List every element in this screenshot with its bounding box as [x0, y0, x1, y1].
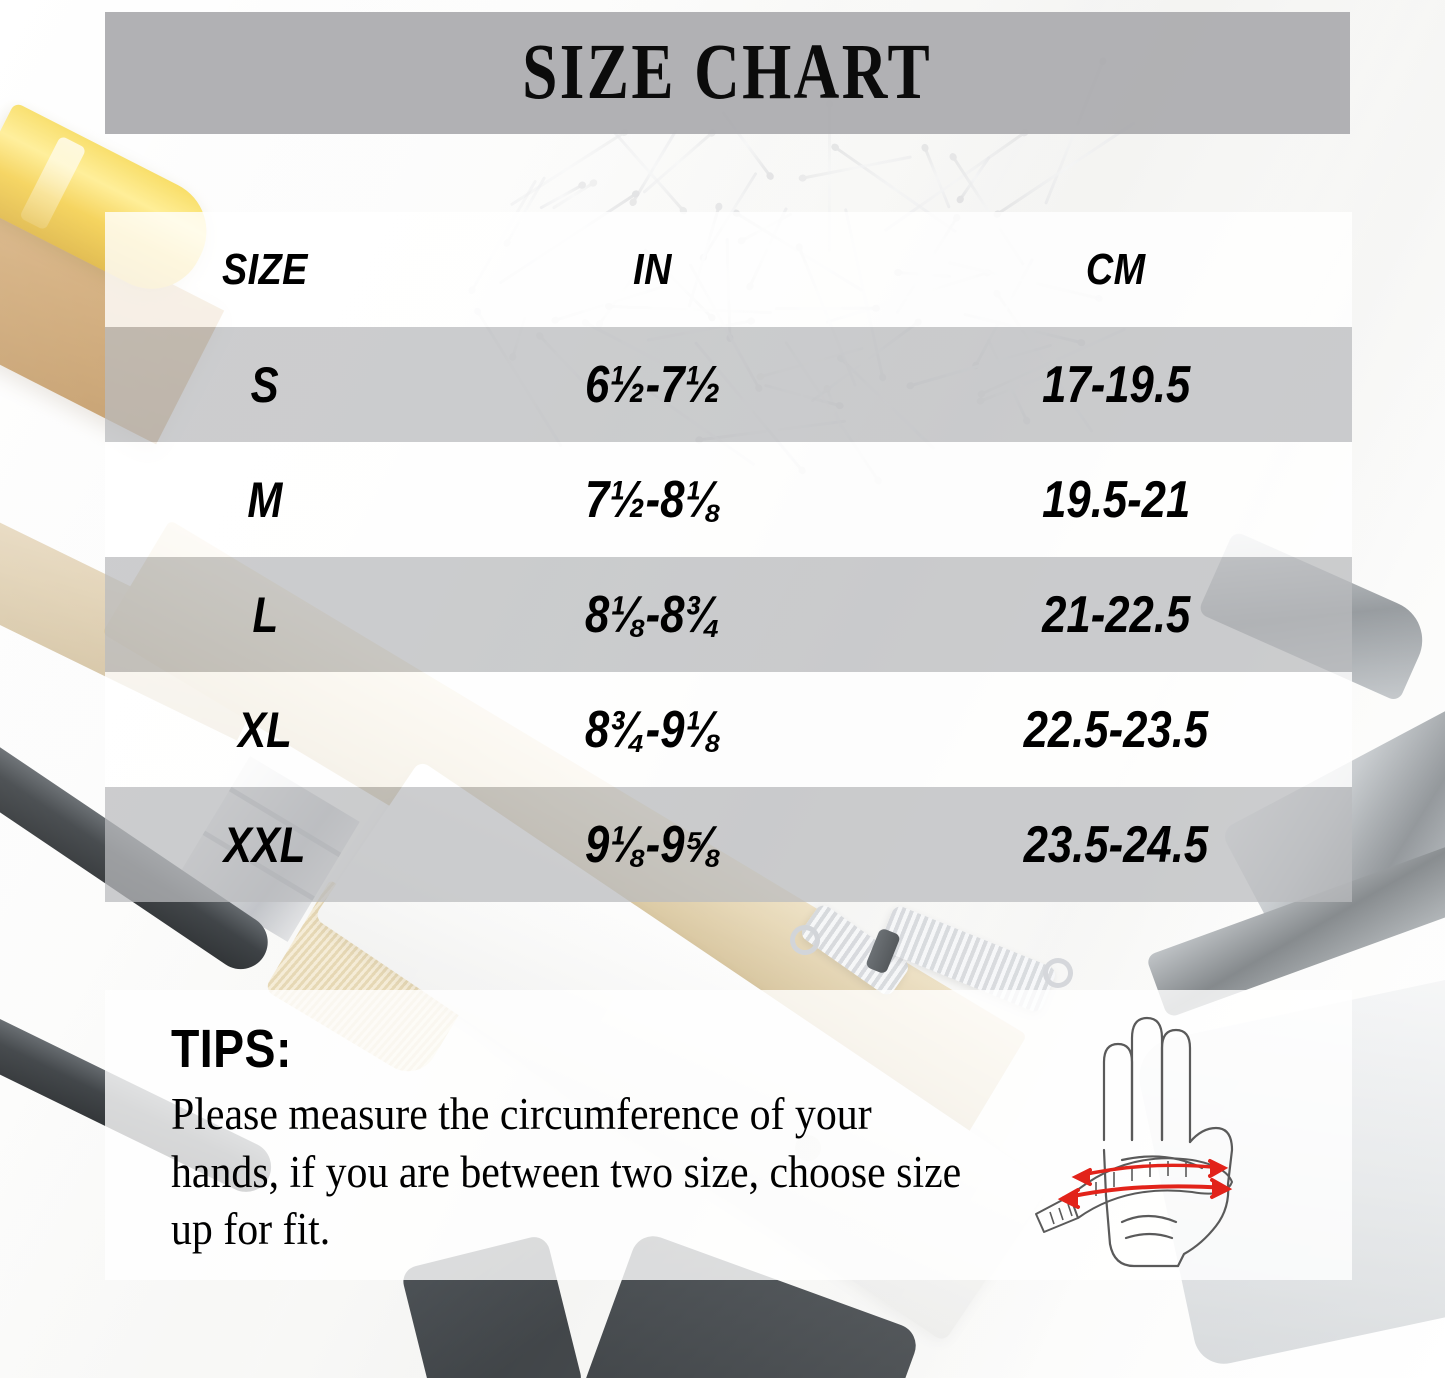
title-banner: SIZE CHART [105, 12, 1350, 134]
tips-panel: TIPS: Please measure the circumference o… [105, 990, 1352, 1280]
cell-in: 6½-7½ [584, 355, 721, 414]
cell-cm: 21-22.5 [1041, 585, 1191, 644]
table-row: L 8⅛-8¾ 21-22.5 [105, 557, 1352, 672]
finger-middle [1130, 1016, 1164, 1142]
measuring-tape-tail [1035, 1195, 1079, 1233]
table-row: S 6½-7½ 17-19.5 [105, 327, 1352, 442]
cell-size: XXL [224, 816, 306, 873]
size-chart-table: SIZE IN CM S 6½-7½ 17-19.5 M 7½-8⅛ 19.5-… [105, 212, 1352, 902]
tips-body: Please measure the circumference of your… [171, 1089, 962, 1255]
cell-size: XL [238, 701, 292, 758]
cell-size: M [247, 471, 283, 528]
column-header-in: IN [633, 244, 672, 294]
column-header-size: SIZE [222, 244, 308, 294]
cell-cm: 23.5-24.5 [1023, 815, 1209, 874]
thumb [1176, 1182, 1230, 1268]
cell-in: 9⅛-9⅝ [584, 815, 721, 874]
table-row: XXL 9⅛-9⅝ 23.5-24.5 [105, 787, 1352, 902]
tips-title: TIPS: [171, 1019, 292, 1079]
finger-ring [1160, 1028, 1192, 1144]
table-row: M 7½-8⅛ 19.5-21 [105, 442, 1352, 557]
cell-cm: 19.5-21 [1041, 470, 1191, 529]
cell-in: 8⅛-8¾ [584, 585, 721, 644]
page-title: SIZE CHART [522, 29, 933, 116]
column-header-cm: CM [1086, 244, 1146, 294]
palm-crease-lower [1124, 1232, 1174, 1240]
hand-measure-illustration [1035, 1016, 1234, 1268]
cell-cm: 17-19.5 [1041, 355, 1191, 414]
cell-size: S [250, 356, 280, 413]
table-header-row: SIZE IN CM [105, 212, 1352, 327]
table-row: XL 8¾-9⅛ 22.5-23.5 [105, 672, 1352, 787]
cell-in: 8¾-9⅛ [584, 700, 721, 759]
measure-arrow [1057, 1159, 1233, 1209]
measuring-tape [1069, 1157, 1233, 1219]
hand-outer-edge [1188, 1126, 1234, 1186]
finger-index [1102, 1042, 1134, 1142]
cell-size: L [252, 586, 278, 643]
wrist [1104, 1194, 1180, 1268]
cell-in: 7½-8⅛ [584, 470, 721, 529]
cell-cm: 22.5-23.5 [1023, 700, 1209, 759]
palm-crease-upper [1120, 1214, 1178, 1224]
